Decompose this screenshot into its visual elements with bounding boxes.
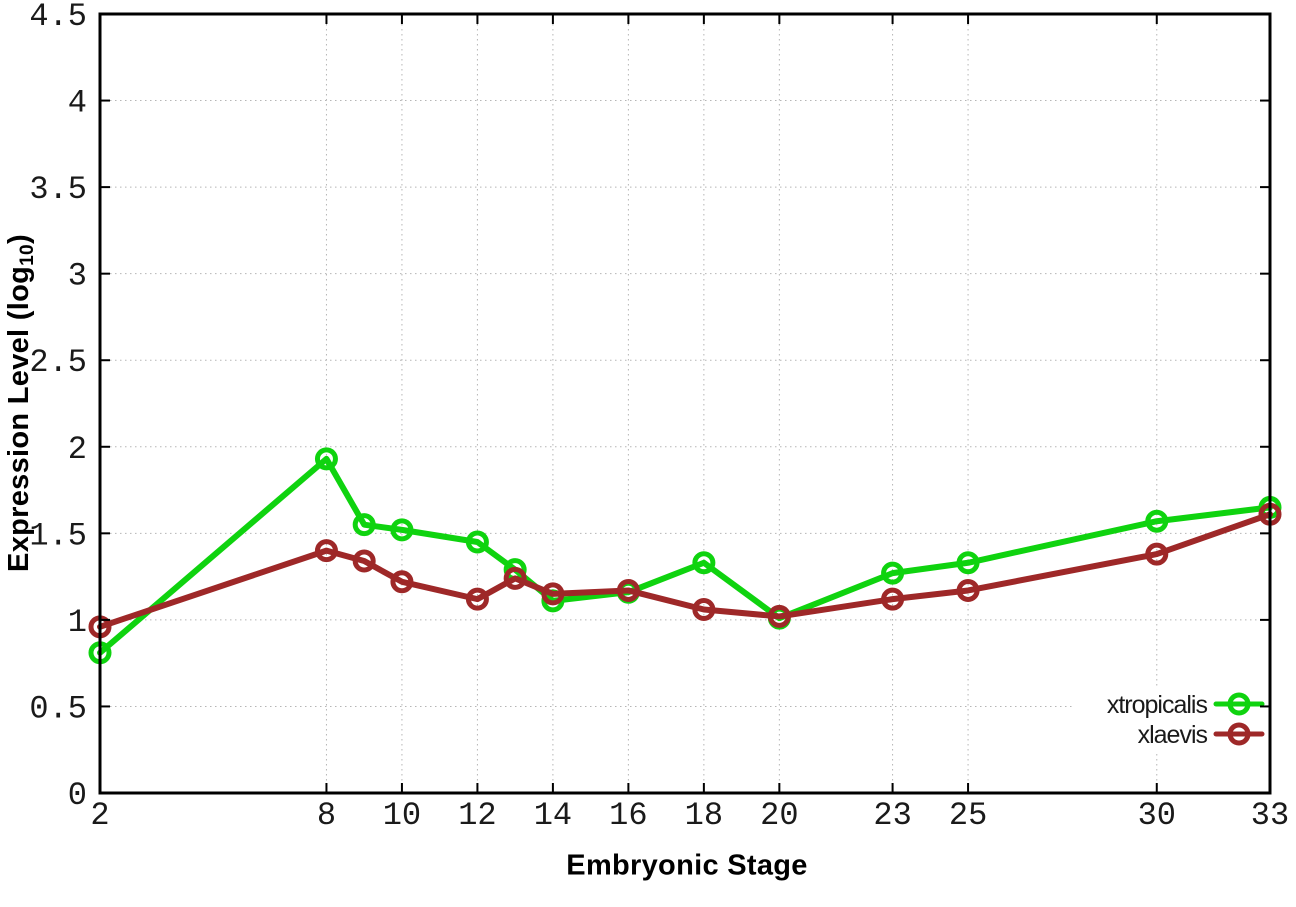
- marker-xlaevis-stage-9: [352, 549, 376, 573]
- series-xtropicalis-line: [97, 455, 1273, 656]
- marker-xtropicalis-stage-12: [465, 530, 489, 554]
- x-tick-label-14: 14: [534, 797, 572, 834]
- y-axis-title: Expression Level (log10): [3, 234, 39, 572]
- y-tick-label-3.5: 3.5: [29, 171, 87, 208]
- y-tick-label-0.5: 0.5: [29, 690, 87, 727]
- y-tick-label-3: 3: [68, 258, 87, 295]
- y-axis-title-text: Expression Level (log: [2, 265, 35, 572]
- x-tick-label-18: 18: [685, 797, 723, 834]
- x-tick-label-16: 16: [609, 797, 647, 834]
- y-tick-label-2.5: 2.5: [29, 344, 87, 381]
- y-tick-label-2: 2: [68, 431, 87, 468]
- marker-xlaevis-stage-10: [390, 570, 414, 594]
- x-tick-label-8: 8: [317, 797, 336, 834]
- y-axis-title-suffix: ): [2, 234, 35, 245]
- y-tick-label-0: 0: [68, 777, 87, 814]
- marker-xlaevis-stage-23: [881, 587, 905, 611]
- y-axis-title-subscript: 10: [17, 244, 39, 266]
- x-tick-label-10: 10: [383, 797, 421, 834]
- marker-xtropicalis-stage-23: [881, 561, 905, 585]
- y-tick-label-4.5: 4.5: [29, 0, 87, 35]
- marker-xtropicalis-stage-8: [314, 447, 338, 471]
- marker-xtropicalis-stage-10: [390, 518, 414, 542]
- marker-xlaevis-stage-14: [541, 582, 565, 606]
- marker-xtropicalis-stage-30: [1145, 509, 1169, 533]
- y-tick-label-4: 4: [68, 85, 87, 122]
- plot-border: [98, 12, 1272, 795]
- legend-marker-xtropicalis: [1227, 692, 1251, 716]
- y-tick-label-1: 1: [68, 604, 87, 641]
- marker-xlaevis-stage-8: [314, 539, 338, 563]
- x-axis-title: Embryonic Stage: [566, 849, 808, 882]
- marker-xlaevis-stage-25: [956, 578, 980, 602]
- x-tick-label-12: 12: [458, 797, 496, 834]
- legend-marker-xlaevis: [1227, 722, 1251, 746]
- marker-xlaevis-stage-30: [1145, 542, 1169, 566]
- x-tick-label-20: 20: [760, 797, 798, 834]
- legend-label-xtropicalis: xtropicalis: [1107, 691, 1208, 719]
- marker-xlaevis-stage-13: [503, 566, 527, 590]
- marker-xtropicalis-stage-9: [352, 513, 376, 537]
- marker-xlaevis-stage-18: [692, 598, 716, 622]
- x-tick-label-30: 30: [1138, 797, 1176, 834]
- x-tick-label-33: 33: [1251, 797, 1289, 834]
- y-tick-label-1.5: 1.5: [29, 517, 87, 554]
- x-tick-label-2: 2: [90, 797, 109, 834]
- x-tick-label-25: 25: [949, 797, 987, 834]
- marker-xlaevis-stage-16: [616, 578, 640, 602]
- x-tick-label-23: 23: [873, 797, 911, 834]
- marker-xlaevis-stage-20: [767, 604, 791, 628]
- marker-xtropicalis-stage-18: [692, 551, 716, 575]
- marker-xlaevis-stage-12: [465, 587, 489, 611]
- legend-label-xlaevis: xlaevis: [1138, 721, 1208, 749]
- marker-xtropicalis-stage-25: [956, 551, 980, 575]
